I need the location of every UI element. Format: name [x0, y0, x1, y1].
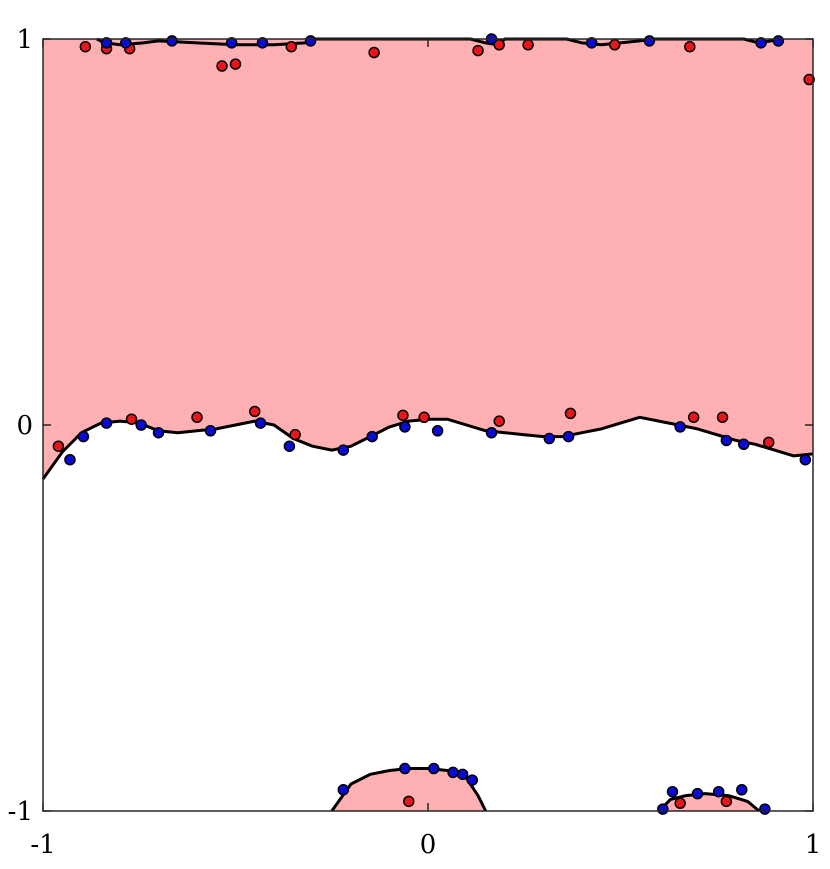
- data-point-red-24: [803, 73, 815, 86]
- data-point-red-20: [493, 39, 505, 51]
- tick-labels: -1 0 1 -1 0 1: [8, 25, 822, 860]
- data-point-blue-31: [399, 762, 411, 775]
- data-point-blue-34: [456, 768, 469, 781]
- data-point-blue-15: [674, 421, 686, 433]
- data-point-red-15: [216, 60, 228, 72]
- data-point-blue-5: [204, 425, 217, 437]
- decision-boundary-top: [96, 37, 783, 47]
- data-point-blue-39: [712, 785, 725, 798]
- data-point-blue-24: [304, 35, 317, 47]
- data-point-red-23: [684, 40, 696, 53]
- data-point-red-10: [716, 411, 729, 424]
- data-points: [52, 33, 815, 815]
- shaded-region-bump-center: [331, 768, 486, 811]
- data-point-red-5: [397, 409, 409, 422]
- data-point-blue-27: [643, 35, 656, 47]
- data-point-red-8: [564, 407, 577, 420]
- data-point-red-4: [289, 428, 301, 441]
- y-tick-label-1: 0: [16, 411, 33, 441]
- data-point-blue-0: [64, 453, 76, 466]
- data-point-blue-2: [100, 417, 113, 429]
- data-point-blue-37: [666, 785, 679, 798]
- data-point-blue-3: [135, 419, 147, 431]
- data-point-blue-17: [737, 438, 750, 451]
- data-point-blue-38: [691, 787, 704, 800]
- data-point-red-18: [368, 46, 380, 59]
- data-point-blue-6: [254, 417, 267, 429]
- x-tick-label-0: -1: [30, 830, 55, 860]
- data-point-red-21: [522, 39, 534, 51]
- data-point-red-0: [52, 440, 65, 452]
- data-point-blue-22: [225, 37, 238, 49]
- data-point-red-22: [608, 39, 621, 51]
- data-point-blue-36: [657, 803, 669, 815]
- data-point-red-16: [229, 58, 242, 70]
- data-point-blue-26: [585, 37, 598, 49]
- data-point-blue-19: [100, 37, 113, 49]
- data-point-blue-30: [337, 784, 350, 796]
- data-point-blue-20: [120, 37, 132, 49]
- data-point-red-12: [79, 40, 92, 53]
- data-point-red-9: [687, 411, 700, 424]
- data-point-blue-16: [720, 434, 733, 447]
- data-point-red-2: [191, 411, 203, 424]
- data-point-blue-12: [485, 426, 498, 439]
- data-point-blue-1: [77, 430, 90, 443]
- data-point-blue-9: [366, 430, 378, 443]
- x-tick-label-2: 1: [805, 830, 822, 860]
- data-point-red-7: [493, 415, 505, 427]
- y-tick-label-0: -1: [8, 797, 33, 827]
- y-tick-label-2: 1: [16, 25, 33, 55]
- decision-boundary-bump-center: [330, 767, 488, 812]
- data-point-blue-8: [337, 444, 350, 456]
- data-point-blue-28: [755, 37, 767, 49]
- data-point-blue-13: [543, 432, 556, 445]
- data-point-red-1: [125, 413, 138, 425]
- data-point-red-19: [472, 44, 484, 57]
- data-point-blue-41: [759, 803, 771, 815]
- data-point-blue-11: [431, 425, 444, 437]
- data-point-blue-40: [736, 784, 748, 796]
- data-point-blue-33: [447, 766, 459, 779]
- data-point-blue-32: [428, 762, 440, 775]
- data-point-blue-7: [283, 440, 296, 452]
- tick-marks: [42, 38, 814, 812]
- x-tick-label-1: 0: [420, 830, 437, 860]
- data-point-blue-10: [399, 421, 411, 433]
- data-point-blue-4: [152, 426, 165, 439]
- data-point-blue-21: [166, 35, 178, 47]
- data-point-blue-14: [562, 430, 575, 443]
- data-point-red-6: [418, 411, 430, 424]
- data-point-red-27: [720, 795, 733, 808]
- data-point-red-26: [674, 797, 686, 810]
- decision-boundary-bump-right: [657, 792, 761, 813]
- shaded-region-top: [43, 39, 813, 479]
- data-point-red-3: [249, 405, 261, 418]
- data-point-blue-35: [466, 774, 479, 786]
- data-point-red-25: [403, 795, 415, 808]
- data-point-red-11: [762, 436, 775, 449]
- data-point-blue-23: [256, 37, 269, 49]
- plot-area: [41, 33, 815, 815]
- data-point-blue-29: [772, 35, 785, 47]
- data-point-red-17: [285, 40, 298, 53]
- data-point-blue-18: [799, 453, 812, 466]
